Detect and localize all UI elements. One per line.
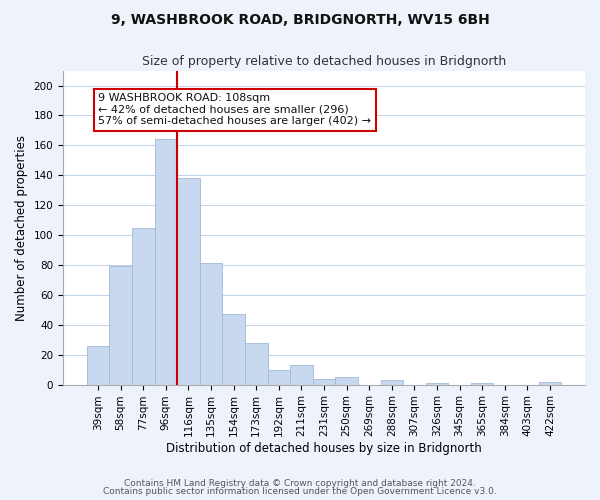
Bar: [290, 365, 313, 384]
Bar: [539, 382, 561, 384]
Bar: [177, 178, 200, 384]
Bar: [471, 383, 493, 384]
Bar: [313, 378, 335, 384]
Bar: [425, 383, 448, 384]
Text: Contains HM Land Registry data © Crown copyright and database right 2024.: Contains HM Land Registry data © Crown c…: [124, 478, 476, 488]
Bar: [132, 228, 155, 384]
Bar: [200, 264, 223, 384]
Bar: [245, 342, 268, 384]
Title: Size of property relative to detached houses in Bridgnorth: Size of property relative to detached ho…: [142, 55, 506, 68]
Bar: [155, 140, 177, 384]
X-axis label: Distribution of detached houses by size in Bridgnorth: Distribution of detached houses by size …: [166, 442, 482, 455]
Bar: [87, 346, 109, 385]
Text: Contains public sector information licensed under the Open Government Licence v3: Contains public sector information licen…: [103, 487, 497, 496]
Text: 9 WASHBROOK ROAD: 108sqm
← 42% of detached houses are smaller (296)
57% of semi-: 9 WASHBROOK ROAD: 108sqm ← 42% of detach…: [98, 93, 371, 126]
Y-axis label: Number of detached properties: Number of detached properties: [15, 134, 28, 320]
Bar: [380, 380, 403, 384]
Bar: [335, 377, 358, 384]
Bar: [109, 266, 132, 384]
Bar: [268, 370, 290, 384]
Bar: [223, 314, 245, 384]
Text: 9, WASHBROOK ROAD, BRIDGNORTH, WV15 6BH: 9, WASHBROOK ROAD, BRIDGNORTH, WV15 6BH: [110, 12, 490, 26]
